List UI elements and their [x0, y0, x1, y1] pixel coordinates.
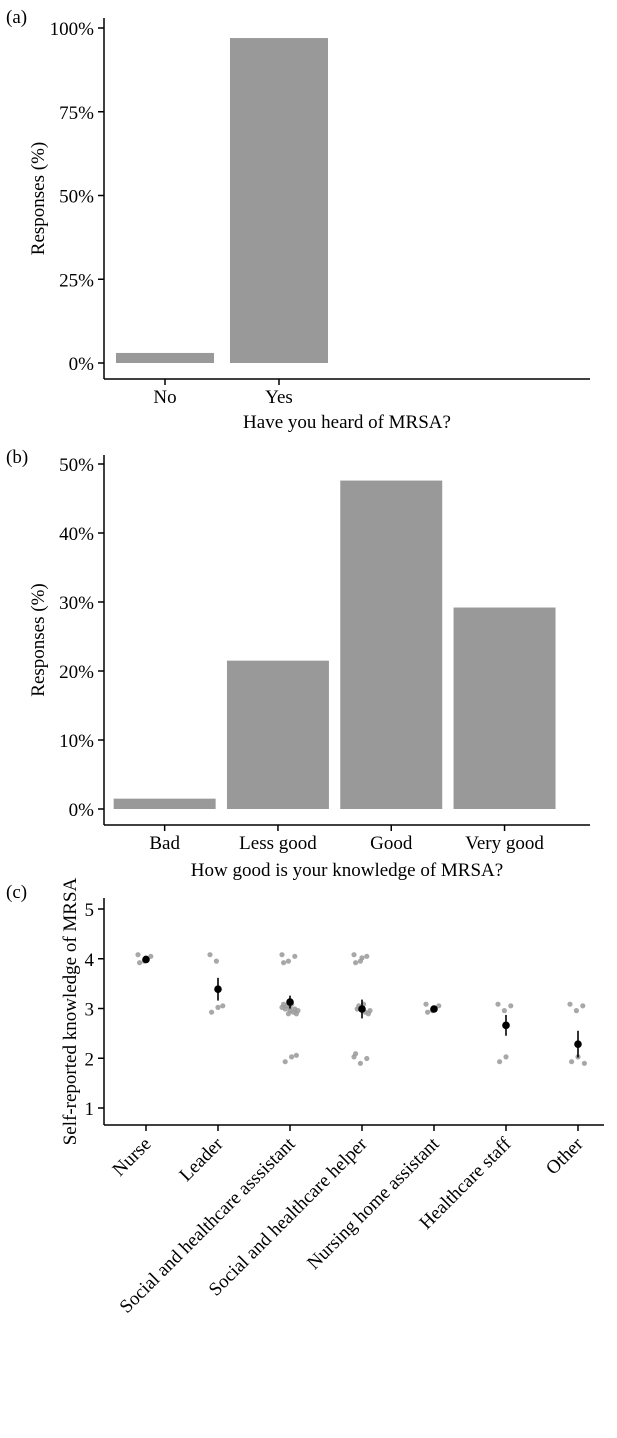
data-point	[282, 1059, 288, 1065]
x-tick-label: Less good	[239, 833, 317, 854]
data-point	[148, 953, 154, 959]
data-point	[497, 1059, 503, 1065]
x-tick-label: Bad	[149, 833, 180, 854]
y-tick-label: 0%	[69, 354, 95, 375]
data-point	[357, 1060, 363, 1066]
data-point	[508, 1003, 514, 1009]
data-point	[501, 1008, 507, 1014]
data-point	[359, 955, 365, 961]
bar	[113, 798, 216, 809]
x-tick-label: Leader	[175, 1133, 228, 1186]
y-tick-label: 3	[85, 1000, 95, 1021]
data-point	[215, 1004, 221, 1011]
data-point	[292, 953, 298, 959]
y-tick-label: 5	[85, 900, 95, 921]
y-tick-label: 25%	[59, 270, 94, 291]
y-tick-label: 50%	[59, 455, 94, 476]
data-point	[285, 958, 291, 964]
mean-point	[430, 1005, 438, 1013]
data-point	[423, 1001, 429, 1007]
bar	[340, 480, 443, 809]
panel-label: (b)	[6, 447, 28, 468]
data-point	[351, 952, 357, 958]
data-point	[567, 1001, 573, 1007]
data-point	[495, 1001, 501, 1007]
data-point	[367, 1008, 373, 1014]
data-point	[135, 952, 141, 958]
data-point	[436, 1003, 442, 1009]
data-point	[220, 1003, 226, 1009]
y-axis-title: Responses (%)	[28, 583, 49, 696]
data-point	[293, 1052, 299, 1058]
y-tick-label: 100%	[50, 19, 95, 40]
panel-label: (c)	[6, 882, 27, 903]
mean-point	[358, 1005, 366, 1013]
panel-label: (a)	[6, 7, 27, 28]
data-point	[573, 1008, 580, 1014]
x-tick-label: Nursing home assistant	[303, 1133, 444, 1274]
y-tick-label: 4	[85, 950, 95, 971]
data-point	[287, 1008, 293, 1014]
data-point	[281, 960, 287, 966]
data-point	[207, 952, 213, 958]
x-tick-label: Other	[542, 1133, 588, 1179]
y-tick-label: 75%	[59, 103, 94, 124]
x-axis-title: How good is your knowledge of MRSA?	[191, 860, 503, 881]
panel-0: (a) 0% 25% 50% 75% 100% Responses (%) No Yes Have…	[6, 7, 590, 433]
mean-point	[142, 955, 150, 964]
x-axis-title: Have you heard of MRSA?	[243, 412, 451, 433]
x-tick-label: No	[153, 387, 176, 408]
mean-point	[214, 985, 222, 993]
data-point	[364, 953, 370, 959]
mean-point	[286, 998, 294, 1006]
y-axis-title: Responses (%)	[28, 142, 49, 255]
data-point	[292, 1006, 298, 1012]
y-tick-label: 0%	[69, 800, 95, 821]
data-point	[569, 1059, 575, 1065]
data-point	[503, 1054, 509, 1060]
bar	[226, 660, 329, 809]
data-point	[364, 1055, 370, 1062]
data-point	[281, 1001, 287, 1007]
data-point	[289, 1054, 295, 1060]
data-point	[581, 1060, 588, 1066]
mean-point	[574, 1040, 582, 1048]
bar	[115, 352, 215, 363]
mean-point	[502, 1021, 510, 1030]
y-tick-label: 50%	[59, 187, 94, 208]
data-point	[353, 1051, 359, 1057]
y-tick-label: 40%	[59, 524, 94, 545]
y-tick-label: 1	[85, 1099, 95, 1120]
bar	[229, 38, 329, 364]
y-tick-label: 20%	[59, 662, 94, 683]
data-point	[137, 960, 143, 966]
y-tick-label: 10%	[59, 731, 94, 752]
data-point	[580, 1003, 586, 1009]
y-tick-label: 30%	[59, 593, 94, 614]
x-tick-label: Very good	[465, 833, 544, 854]
panel-1: (b) 0% 10% 20% 30% 40% 50% Responses (%) Bad Less…	[6, 447, 590, 881]
data-point	[353, 960, 359, 966]
y-axis-title: Self-reported knowledge of MRSA	[60, 877, 81, 1145]
data-point	[425, 1009, 431, 1015]
x-tick-label: Good	[370, 833, 413, 854]
data-point	[213, 958, 219, 964]
x-tick-label: Yes	[265, 387, 293, 408]
y-tick-label: 2	[85, 1049, 95, 1070]
data-point	[279, 952, 285, 958]
data-point	[209, 1009, 215, 1015]
x-tick-label: Nurse	[109, 1134, 156, 1181]
bar	[453, 607, 556, 809]
